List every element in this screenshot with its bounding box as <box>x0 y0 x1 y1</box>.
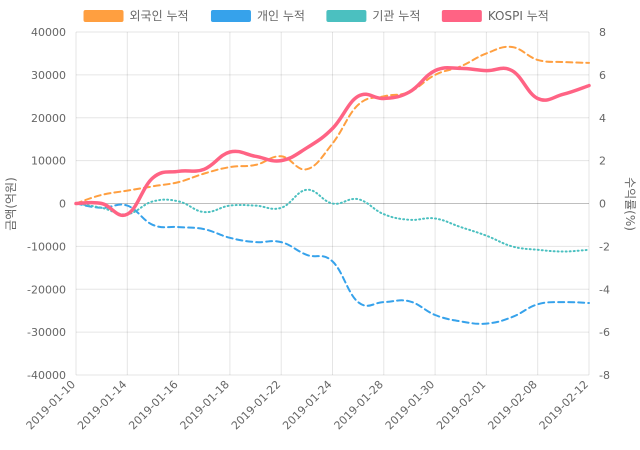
y2-axis-title: 수익률(%) <box>623 177 637 231</box>
legend-swatch <box>441 10 482 22</box>
series-line-3 <box>74 65 591 218</box>
series-lines <box>74 45 591 325</box>
y-tick-label: 0 <box>59 198 66 211</box>
x-tick-label: 2019-01-16 <box>126 378 180 432</box>
x-tick-label: 2019-02-01 <box>434 378 488 432</box>
y2-tick-label: 6 <box>599 69 606 82</box>
y-tick-label: 20000 <box>31 112 66 125</box>
y2-tick-label: -2 <box>599 240 610 253</box>
y2-tick-label: 2 <box>599 155 606 168</box>
x-tick-label: 2019-02-08 <box>485 378 539 432</box>
legend[interactable]: 외국인 누적 개인 누적 기관 누적 KOSPI 누적 <box>83 9 549 23</box>
y-tick-label: -30000 <box>27 326 66 339</box>
y2-tick-label: 8 <box>599 26 606 39</box>
y-axis-title: 금액(억원) <box>4 177 18 231</box>
legend-label: 외국인 누적 <box>130 9 189 23</box>
y2-tick-label: -4 <box>599 283 610 296</box>
y2-tick-label: -8 <box>599 369 610 382</box>
legend-label: 개인 누적 <box>257 9 305 23</box>
legend-swatch <box>210 10 251 22</box>
y2-tick-label: 0 <box>599 198 606 211</box>
legend-swatch <box>326 10 367 22</box>
y-tick-label: 30000 <box>31 69 66 82</box>
x-tick-label: 2019-01-24 <box>280 378 334 432</box>
y2-tick-label: -6 <box>599 326 610 339</box>
x-tick-label: 2019-01-14 <box>75 378 129 432</box>
y2-tick-label: 4 <box>599 112 606 125</box>
x-tick-label: 2019-01-10 <box>24 378 78 432</box>
x-tick-label: 2019-02-12 <box>537 378 591 432</box>
y-tick-label: -20000 <box>27 283 66 296</box>
legend-item-2[interactable]: 기관 누적 <box>326 9 420 23</box>
x-tick-label: 2019-01-28 <box>332 378 386 432</box>
y-tick-label: 10000 <box>31 155 66 168</box>
legend-item-1[interactable]: 개인 누적 <box>210 9 305 23</box>
legend-label: KOSPI 누적 <box>488 9 549 23</box>
legend-label: 기관 누적 <box>372 9 420 23</box>
series-line-2 <box>75 188 590 253</box>
legend-item-3[interactable]: KOSPI 누적 <box>441 9 549 23</box>
y-tick-label: 40000 <box>31 26 66 39</box>
y-tick-label: -10000 <box>27 240 66 253</box>
x-axis-ticks: 2019-01-102019-01-142019-01-162019-01-18… <box>24 378 591 432</box>
x-tick-label: 2019-01-18 <box>178 378 232 432</box>
x-tick-label: 2019-01-22 <box>229 378 283 432</box>
y-axis-ticks: -40000 -30000 -20000 -10000 0 10000 20000 30000… <box>27 26 66 382</box>
legend-item-0[interactable]: 외국인 누적 <box>83 9 189 23</box>
x-tick-label: 2019-01-30 <box>383 378 437 432</box>
y2-axis-ticks: -8 -6 -4 -2 0 2 4 6 8 <box>599 26 610 382</box>
legend-swatch <box>83 10 124 22</box>
series-line-0 <box>75 45 590 205</box>
series-line-1 <box>75 202 590 325</box>
y-tick-label: -40000 <box>27 369 66 382</box>
